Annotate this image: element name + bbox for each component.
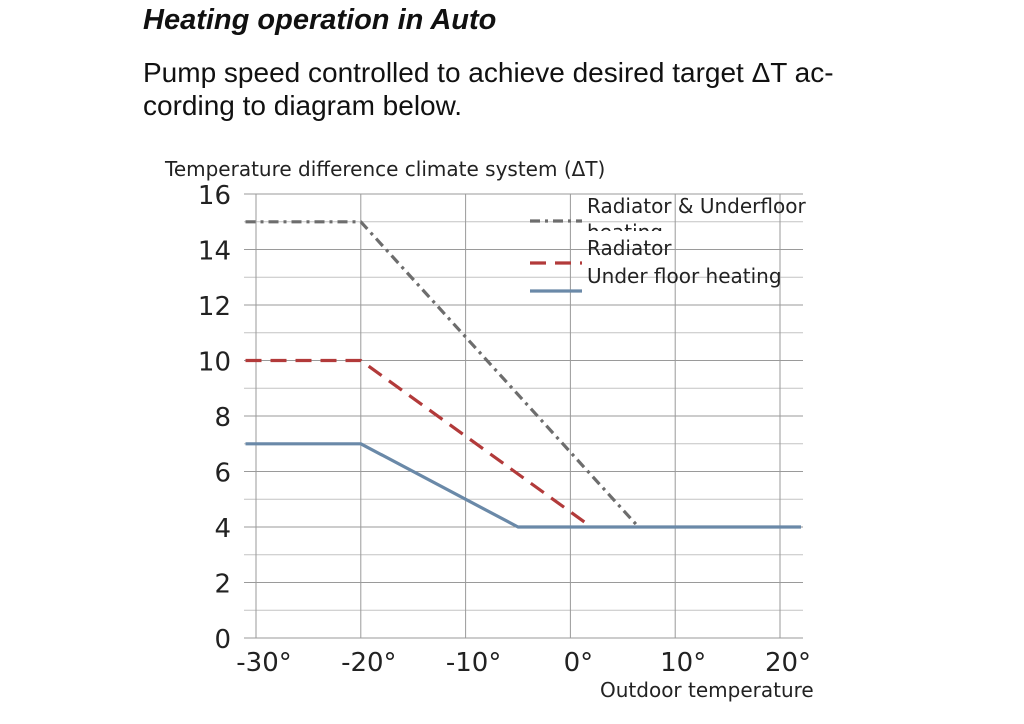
- x-tick-label: 10°: [660, 648, 706, 678]
- page-subtitle: Pump speed controlled to achieve desired…: [143, 56, 903, 122]
- series-line-3: [245, 442, 801, 529]
- x-tick-label: -10°: [446, 648, 501, 678]
- grid: [244, 193, 803, 639]
- y-tick-label: 0: [214, 625, 231, 655]
- tick-labels: 0 2 4 6 8 10 12 14 16 -30° -20° -10° 0° 10° 20°: [198, 181, 811, 678]
- y-axis-title: Temperature difference climate system (Δ…: [164, 157, 605, 181]
- legend-label-2: Radiator: [587, 236, 672, 260]
- x-tick-label: -30°: [236, 648, 291, 678]
- y-tick-label: 10: [198, 348, 231, 378]
- legend-label-1: Radiator & Underfloor heating: [587, 194, 806, 244]
- x-axis-title: Outdoor temperature: [600, 678, 814, 702]
- y-tick-label: 2: [214, 570, 231, 600]
- series-lines: [245, 220, 801, 529]
- x-tick-label: 20°: [765, 648, 811, 678]
- y-tick-label: 12: [198, 292, 231, 322]
- legend-label-3: Under floor heating: [587, 264, 782, 288]
- y-tick-label: 4: [214, 514, 231, 544]
- x-tick-label: 0°: [564, 648, 594, 678]
- y-tick-label: 6: [214, 459, 231, 489]
- subtitle-line-1: Pump speed controlled to achieve desired…: [143, 57, 834, 88]
- subtitle-line-2: cording to diagram below.: [143, 90, 463, 121]
- y-tick-label: 8: [214, 403, 231, 433]
- x-tick-label: -20°: [341, 648, 396, 678]
- series-line-2: [245, 358, 593, 529]
- series-line-1: [245, 220, 640, 529]
- y-tick-label: 16: [198, 181, 231, 211]
- page-heading: Heating operation in Auto: [143, 4, 497, 36]
- y-tick-label: 14: [198, 237, 231, 267]
